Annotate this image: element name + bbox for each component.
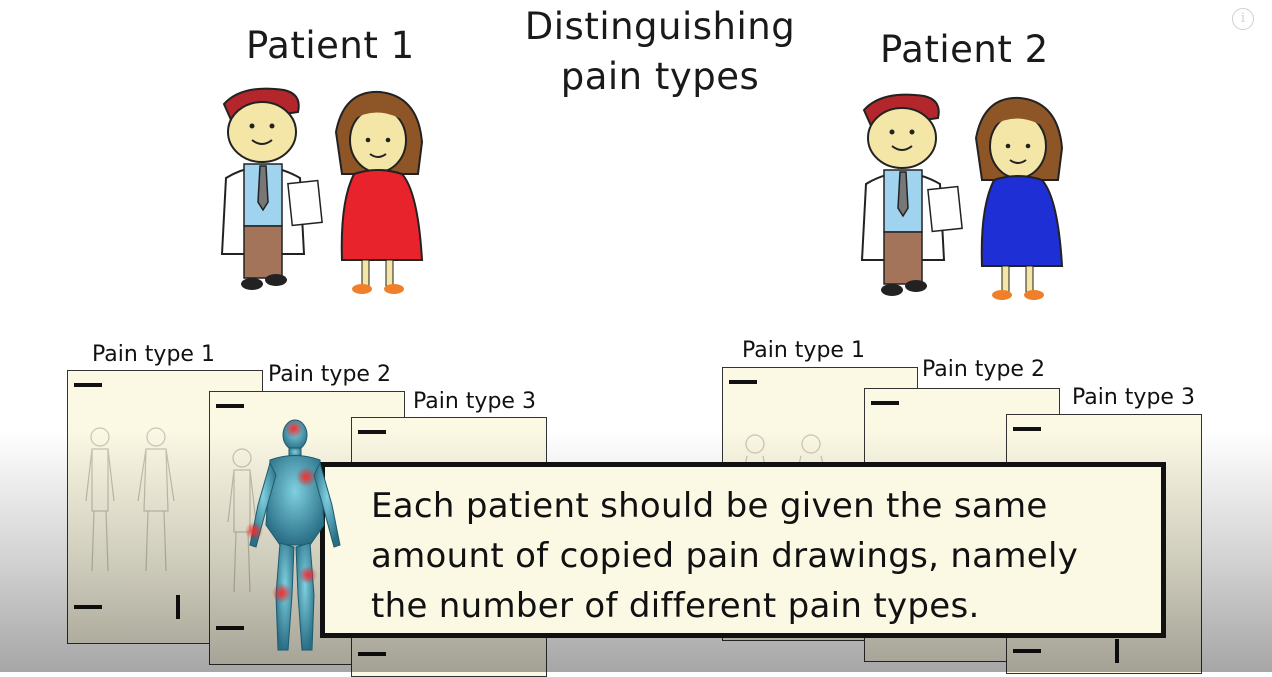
caption-line-1: Each patient should be given the same bbox=[371, 486, 1048, 526]
doctor-figure bbox=[860, 93, 963, 296]
caption-box: Each patient should be given the same am… bbox=[320, 462, 1166, 638]
right-sheet-2-label: Pain type 2 bbox=[922, 357, 1045, 382]
caption-line-2: amount of copied pain drawings, namely bbox=[371, 536, 1079, 576]
patient-1-label: Patient 1 bbox=[246, 24, 415, 67]
patient-2-label: Patient 2 bbox=[880, 28, 1049, 71]
left-sheet-2-label: Pain type 2 bbox=[268, 362, 391, 387]
pain-spot bbox=[296, 467, 316, 487]
patient-2-illustration bbox=[860, 93, 1064, 300]
right-sheet-1-label: Pain type 1 bbox=[742, 338, 865, 363]
patient-1-illustration bbox=[220, 87, 424, 294]
body-outline-icon bbox=[85, 427, 175, 572]
pain-spot bbox=[299, 566, 317, 584]
patient-2-girl-figure bbox=[974, 96, 1064, 300]
caption-line-3: the number of different pain types. bbox=[371, 586, 980, 626]
left-sheet-3-label: Pain type 3 bbox=[413, 389, 536, 414]
patient-1-girl-figure bbox=[334, 90, 424, 294]
human-anatomy-figure bbox=[245, 419, 341, 651]
slide-title: Distinguishing pain types bbox=[505, 2, 815, 102]
title-line-2: pain types bbox=[560, 55, 760, 98]
pain-spot bbox=[272, 583, 292, 603]
left-sheet-1-label: Pain type 1 bbox=[92, 342, 215, 367]
pain-spot bbox=[285, 420, 303, 438]
doctor-figure bbox=[220, 87, 323, 290]
right-sheet-3-label: Pain type 3 bbox=[1072, 385, 1195, 410]
info-icon[interactable]: i bbox=[1232, 8, 1254, 30]
title-line-1: Distinguishing bbox=[524, 5, 796, 48]
pain-spot bbox=[245, 522, 263, 540]
